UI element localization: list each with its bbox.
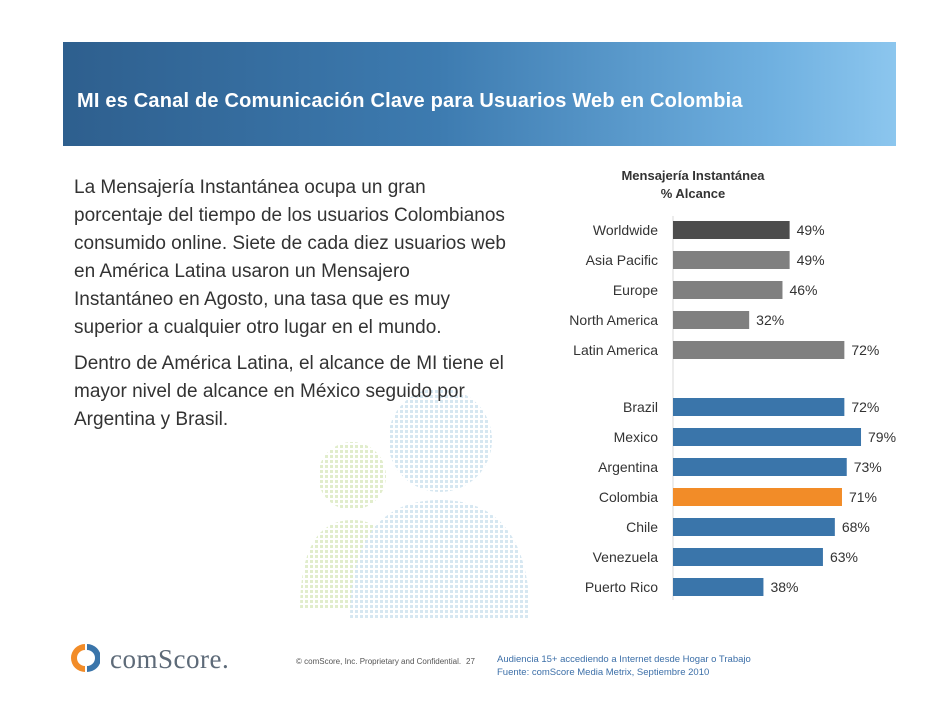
category-label-puerto-rico: Puerto Rico	[585, 579, 658, 595]
value-label-europe: 46%	[789, 282, 817, 298]
bar-asia-pacific	[673, 251, 790, 269]
category-label-brazil: Brazil	[623, 399, 658, 415]
value-label-argentina: 73%	[854, 459, 882, 475]
bar-north-america	[673, 311, 750, 329]
category-label-europe: Europe	[613, 282, 658, 298]
source-note: Audiencia 15+ accediendo a Internet desd…	[497, 653, 751, 679]
value-label-puerto-rico: 38%	[770, 579, 798, 595]
bar-worldwide	[673, 221, 790, 239]
chart-title: Mensajería Instantánea	[621, 168, 765, 183]
messenger-buddies-icon	[300, 388, 530, 620]
bar-mexico	[673, 428, 862, 446]
bar-puerto-rico	[673, 578, 764, 596]
value-label-north-america: 32%	[756, 312, 784, 328]
source-line-2: Fuente: comScore Media Metrix, Septiembr…	[497, 667, 710, 678]
value-label-venezuela: 63%	[830, 549, 858, 565]
category-label-asia-pacific: Asia Pacific	[586, 252, 658, 268]
paragraph-1: La Mensajería Instantánea ocupa un gran …	[74, 177, 506, 338]
value-label-worldwide: 49%	[797, 222, 825, 238]
comscore-logo-icon	[71, 644, 100, 672]
brand-name: comScore.	[110, 644, 230, 674]
bar-argentina	[673, 458, 847, 476]
value-label-chile: 68%	[842, 519, 870, 535]
bar-europe	[673, 281, 783, 299]
value-label-brazil: 72%	[851, 399, 879, 415]
bar-brazil	[673, 398, 845, 416]
category-label-venezuela: Venezuela	[593, 549, 659, 565]
page-number: 27	[466, 657, 475, 666]
bar-latin-america	[673, 341, 845, 359]
bar-colombia	[673, 488, 842, 506]
category-label-chile: Chile	[626, 519, 658, 535]
category-label-north-america: North America	[569, 312, 658, 328]
category-label-colombia: Colombia	[599, 489, 658, 505]
bar-venezuela	[673, 548, 823, 566]
bar-chile	[673, 518, 835, 536]
value-label-asia-pacific: 49%	[797, 252, 825, 268]
chart-subtitle: % Alcance	[661, 186, 726, 201]
category-label-mexico: Mexico	[614, 429, 659, 445]
value-label-latin-america: 72%	[851, 342, 879, 358]
source-line-1: Audiencia 15+ accediendo a Internet desd…	[497, 654, 751, 665]
category-label-latin-america: Latin America	[573, 342, 658, 358]
copyright-text: © comScore, Inc. Proprietary and Confide…	[296, 657, 462, 666]
body-text: La Mensajería Instantánea ocupa un gran …	[74, 174, 514, 434]
comscore-logo: comScore.	[66, 642, 246, 676]
paragraph-2: Dentro de América Latina, el alcance de …	[74, 353, 504, 430]
title-banner: MI es Canal de Comunicación Clave para U…	[63, 42, 896, 146]
value-label-mexico: 79%	[868, 429, 896, 445]
slide-title: MI es Canal de Comunicación Clave para U…	[77, 90, 743, 112]
category-label-argentina: Argentina	[598, 459, 658, 475]
category-label-worldwide: Worldwide	[593, 222, 658, 238]
value-label-colombia: 71%	[849, 489, 877, 505]
